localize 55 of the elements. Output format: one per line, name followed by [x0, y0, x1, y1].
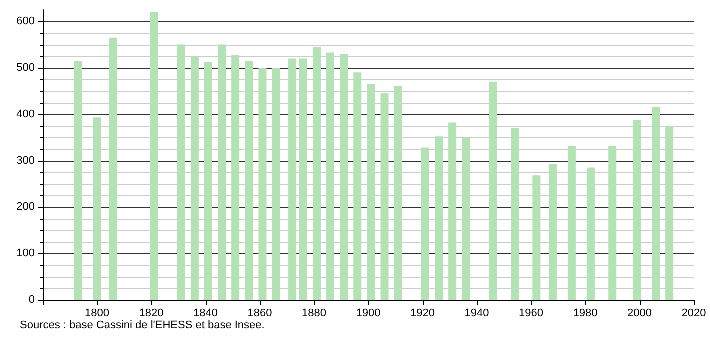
- bar: [435, 136, 444, 300]
- bar: [354, 72, 362, 300]
- bar: [568, 146, 576, 300]
- bar: [448, 122, 457, 300]
- y-tick-label: 200: [16, 201, 35, 214]
- y-tick-label: 100: [16, 248, 35, 260]
- bar: [421, 148, 430, 300]
- bar: [218, 44, 226, 300]
- bar: [652, 107, 660, 300]
- x-tick-label: 1840: [194, 308, 218, 320]
- bar: [462, 138, 470, 300]
- x-tick-label: 1940: [464, 308, 490, 320]
- y-tick-label: 500: [16, 62, 35, 74]
- x-tick-label: 1800: [85, 308, 110, 320]
- x-tick-label: 1880: [302, 308, 326, 320]
- y-tick-label: 400: [16, 108, 35, 120]
- bar: [177, 44, 186, 300]
- bar: [326, 52, 335, 300]
- bar: [93, 118, 102, 300]
- bar: [532, 176, 541, 300]
- bar: [548, 164, 557, 300]
- bar: [190, 56, 199, 300]
- bar: [380, 94, 389, 300]
- y-tick-label: 600: [16, 16, 35, 28]
- x-tick-label: 2020: [682, 308, 706, 320]
- bar: [608, 146, 617, 300]
- x-tick-label: 1900: [356, 308, 381, 320]
- source-note: Sources : base Cassini de l'EHESS et base Insee.: [20, 320, 265, 332]
- bar: [340, 54, 348, 300]
- y-tick-label: 300: [16, 154, 35, 167]
- bar: [232, 55, 240, 300]
- bar: [299, 58, 308, 300]
- bar: [367, 84, 376, 300]
- bar: [312, 47, 321, 300]
- bar: [288, 58, 297, 300]
- bar: [633, 120, 642, 300]
- x-tick-label: 1860: [248, 308, 272, 320]
- bar: [74, 61, 82, 300]
- bar: [666, 126, 674, 300]
- x-tick-label: 1820: [139, 308, 164, 320]
- x-tick-label: 1980: [573, 308, 598, 320]
- bar: [510, 128, 519, 300]
- bar: [150, 12, 158, 300]
- x-tick-label: 1960: [519, 308, 544, 320]
- y-tick-label: 0: [28, 294, 35, 306]
- bar: [110, 38, 118, 300]
- x-tick-label: 2000: [628, 308, 652, 320]
- x-tick-label: 1920: [410, 308, 435, 320]
- bar: [586, 168, 595, 300]
- bar: [258, 68, 267, 300]
- bar: [272, 68, 280, 300]
- bar: [394, 86, 402, 300]
- bar: [245, 61, 254, 300]
- bar: [489, 82, 498, 300]
- bar: [204, 62, 212, 300]
